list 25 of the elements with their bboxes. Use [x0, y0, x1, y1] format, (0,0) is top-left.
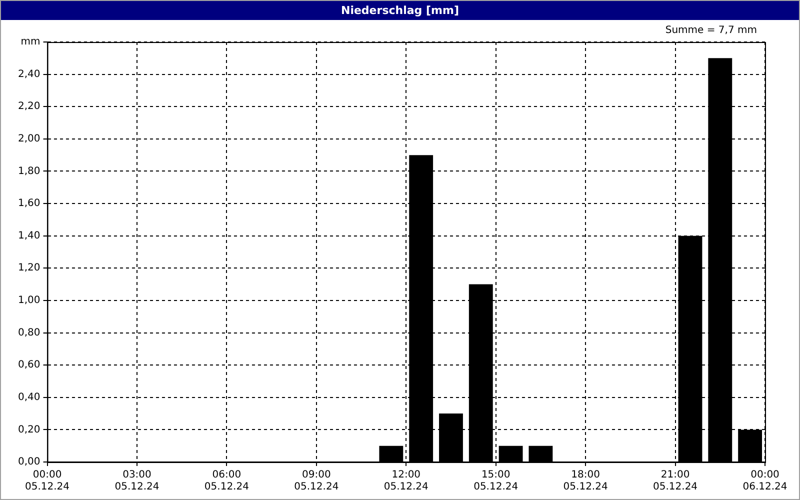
y-tick-label: 0,20	[18, 424, 40, 436]
y-tick-label: 1,60	[18, 198, 40, 210]
y-tick-label: 1,00	[18, 295, 40, 306]
y-tick-label: 2,20	[18, 101, 40, 112]
y-tick-label: 2,00	[18, 134, 40, 145]
y-tick-label: 1,40	[18, 230, 40, 242]
x-tick-label: 00:00 05.12.24	[25, 470, 70, 493]
x-tick-label: 09:00 05.12.24	[294, 470, 339, 493]
x-tick-label: 18:00 05.12.24	[563, 470, 608, 493]
y-tick-label: 2,40	[18, 68, 40, 80]
x-tick-label: 15:00 05.12.24	[474, 470, 518, 493]
y-tick-label: 0,80	[18, 327, 40, 338]
x-tick-label: 21:00 05.12.24	[653, 470, 698, 493]
text: Summe = 7,7 mm	[665, 25, 757, 36]
y-tick-label: 0,60	[18, 360, 40, 371]
x-tick-label: 06:00 05.12.24	[204, 470, 249, 493]
chart-title: Niederschlag [mm]	[1, 1, 799, 20]
y-tick-label: 0,40	[18, 392, 40, 403]
y-tick-label: mm	[20, 36, 40, 48]
x-tick-label: 12:00 05.12.24	[384, 470, 428, 493]
y-tick-label: 1,80	[18, 166, 40, 177]
x-tick-label: 00:00 06.12.24	[742, 470, 788, 493]
x-tick-label: 03:00 05.12.24	[114, 470, 160, 493]
y-tick-label: 0,00	[18, 456, 40, 468]
y-tick-label: 1,20	[18, 262, 40, 274]
